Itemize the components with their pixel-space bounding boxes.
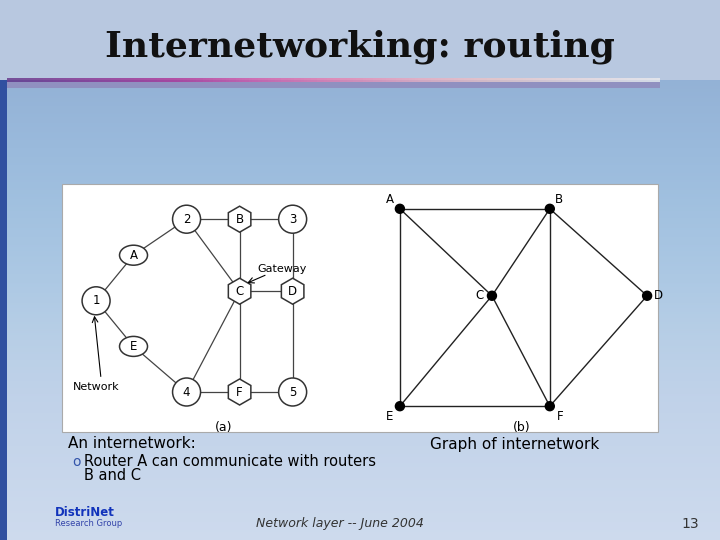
Text: C: C — [235, 285, 244, 298]
Text: Graph of internetwork: Graph of internetwork — [430, 436, 599, 451]
Ellipse shape — [120, 245, 148, 265]
Text: o: o — [72, 455, 81, 469]
FancyBboxPatch shape — [62, 184, 658, 432]
Circle shape — [173, 378, 201, 406]
Text: A: A — [130, 249, 138, 262]
Text: E: E — [386, 410, 394, 423]
Circle shape — [173, 205, 201, 233]
FancyBboxPatch shape — [0, 0, 7, 540]
Circle shape — [643, 291, 652, 300]
Text: Research Group: Research Group — [55, 519, 122, 529]
Text: Gateway: Gateway — [257, 264, 306, 274]
Text: 1: 1 — [92, 294, 100, 307]
Text: B: B — [235, 213, 243, 226]
Polygon shape — [228, 206, 251, 232]
Circle shape — [395, 402, 405, 411]
Text: B and C: B and C — [84, 468, 141, 483]
Text: 2: 2 — [183, 213, 190, 226]
FancyBboxPatch shape — [7, 82, 660, 88]
Polygon shape — [228, 379, 251, 405]
Circle shape — [545, 402, 554, 411]
Text: B: B — [554, 193, 563, 206]
Circle shape — [395, 204, 405, 213]
Text: E: E — [130, 340, 138, 353]
Text: 5: 5 — [289, 386, 297, 399]
Circle shape — [82, 287, 110, 315]
Text: 3: 3 — [289, 213, 297, 226]
Ellipse shape — [120, 336, 148, 356]
Text: Network layer -- June 2004: Network layer -- June 2004 — [256, 517, 424, 530]
Text: D: D — [654, 289, 662, 302]
Text: Internetworking: routing: Internetworking: routing — [105, 30, 615, 64]
Circle shape — [279, 378, 307, 406]
Text: DistriNet: DistriNet — [55, 505, 115, 518]
Circle shape — [545, 204, 554, 213]
Text: 13: 13 — [681, 517, 699, 531]
Circle shape — [487, 291, 497, 300]
Polygon shape — [228, 278, 251, 304]
Text: F: F — [236, 386, 243, 399]
Text: D: D — [288, 285, 297, 298]
Text: Network: Network — [73, 382, 120, 392]
Text: An internetwork:: An internetwork: — [68, 436, 196, 451]
Text: (b): (b) — [513, 421, 531, 434]
Text: (a): (a) — [215, 421, 233, 434]
Text: A: A — [386, 193, 394, 206]
Polygon shape — [282, 278, 304, 304]
Circle shape — [279, 205, 307, 233]
Text: C: C — [476, 289, 484, 302]
Text: F: F — [557, 410, 563, 423]
Text: Router A can communicate with routers: Router A can communicate with routers — [84, 455, 376, 469]
Text: 4: 4 — [183, 386, 190, 399]
FancyBboxPatch shape — [0, 0, 720, 80]
